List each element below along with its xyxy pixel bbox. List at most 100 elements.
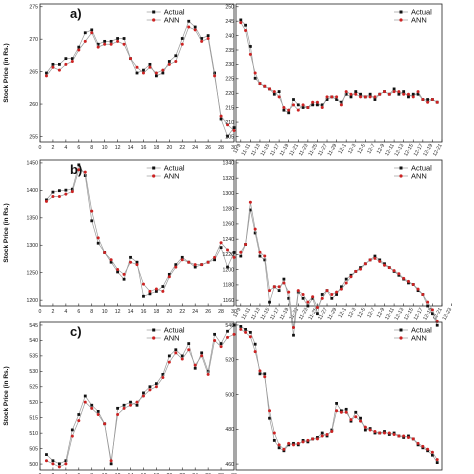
data-point-actual — [174, 348, 178, 352]
x-tick-label: 20 — [166, 145, 172, 151]
x-tick-label: 28 — [218, 145, 224, 151]
data-point-actual — [155, 74, 158, 78]
x-tick-label: 11-15 — [260, 307, 272, 321]
data-point-actual — [103, 39, 107, 43]
data-point-ann — [44, 74, 48, 78]
data-point-actual — [200, 351, 204, 355]
x-tick-label: 18 — [154, 309, 160, 315]
data-point-ann — [253, 227, 257, 231]
data-point-ann — [239, 250, 243, 254]
data-point-ann — [291, 443, 295, 447]
data-point-actual — [335, 402, 339, 405]
data-point-ann — [232, 332, 236, 336]
x-tick-label: 2 — [51, 309, 54, 315]
data-point-actual — [239, 18, 243, 22]
data-point-ann — [315, 100, 319, 104]
data-point-ann — [148, 388, 152, 392]
data-point-ann — [311, 295, 315, 299]
data-point-actual — [161, 285, 165, 288]
data-point-actual — [335, 293, 339, 296]
y-tick-label: 230 — [225, 62, 234, 68]
data-point-ann — [161, 376, 165, 379]
data-point-ann — [354, 415, 358, 419]
data-point-actual — [301, 106, 305, 109]
data-point-ann — [282, 447, 286, 451]
data-point-ann — [44, 199, 48, 203]
x-tick-label: 16 — [141, 309, 147, 315]
x-tick-label: 11-27 — [317, 307, 329, 321]
x-tick-label: 11-9 — [232, 307, 242, 319]
data-point-ann — [268, 409, 272, 413]
data-point-actual — [161, 373, 165, 376]
data-point-actual — [193, 366, 197, 370]
data-point-ann — [426, 447, 430, 451]
data-point-actual — [363, 428, 367, 432]
data-point-ann — [335, 409, 339, 413]
data-point-actual — [272, 439, 276, 442]
data-point-actual — [339, 285, 343, 289]
x-tick-label: 12-17 — [413, 143, 425, 158]
y-axis-label: Stock Price (in Rs.) — [3, 203, 10, 262]
data-point-actual — [354, 90, 358, 93]
series-line-ann — [240, 329, 438, 460]
data-point-ann — [325, 289, 329, 293]
data-point-actual — [51, 459, 55, 463]
x-tick-label: 12-21 — [432, 307, 444, 322]
y-tick-label: 1260 — [222, 222, 234, 228]
data-point-ann — [219, 114, 223, 118]
data-point-ann — [219, 241, 223, 245]
data-point-ann — [296, 441, 300, 445]
x-tick-label: 26 — [205, 145, 211, 151]
data-point-ann — [180, 258, 184, 262]
data-point-ann — [387, 92, 391, 96]
data-point-actual — [70, 428, 74, 432]
x-tick-label: 2 — [51, 145, 54, 151]
panel-label: b) — [70, 162, 82, 177]
data-point-actual — [161, 71, 165, 75]
data-point-actual — [378, 258, 382, 262]
y-tick-label: 270 — [29, 37, 38, 43]
legend-label: ANN — [411, 16, 427, 25]
data-point-ann — [187, 348, 191, 352]
data-point-ann — [239, 21, 243, 25]
legend-label: ANN — [164, 334, 180, 343]
data-point-actual — [135, 71, 139, 75]
y-tick-label: 480 — [225, 427, 234, 433]
data-point-ann — [154, 287, 158, 291]
x-tick-label: 11-19 — [279, 307, 291, 321]
data-point-actual — [219, 342, 223, 345]
data-point-actual — [306, 304, 310, 308]
x-tick-label: 11-17 — [269, 307, 281, 321]
data-point-ann — [90, 209, 94, 213]
data-point-actual — [187, 342, 191, 345]
x-tick-label: 6 — [77, 309, 80, 315]
data-point-ann — [135, 400, 139, 404]
panel-label: a) — [70, 6, 82, 21]
plot-frame — [39, 159, 235, 307]
data-point-actual — [70, 57, 74, 61]
data-point-ann — [239, 327, 243, 331]
data-point-actual — [96, 241, 100, 245]
x-tick-label: 26 — [205, 309, 211, 315]
data-point-actual — [435, 461, 439, 464]
x-tick-label: 28 — [218, 309, 224, 315]
data-point-ann — [344, 90, 348, 94]
data-point-actual — [258, 372, 262, 376]
x-tick-label: 6 — [77, 145, 80, 151]
data-point-ann — [70, 434, 74, 438]
data-point-actual — [344, 407, 348, 411]
x-tick-label: 11-21 — [288, 307, 300, 321]
y-tick-label: 255 — [29, 134, 38, 140]
data-point-actual — [109, 39, 113, 43]
series-line-actual — [46, 20, 235, 137]
data-point-ann — [70, 190, 74, 194]
panel-label: c) — [70, 324, 82, 339]
legend-label: Actual — [411, 164, 432, 173]
data-point-actual — [90, 219, 94, 223]
data-point-ann — [426, 100, 430, 104]
data-point-actual — [135, 260, 139, 264]
data-point-ann — [421, 292, 425, 296]
data-point-actual — [58, 189, 61, 193]
data-point-actual — [83, 174, 87, 177]
data-point-ann — [174, 265, 178, 269]
